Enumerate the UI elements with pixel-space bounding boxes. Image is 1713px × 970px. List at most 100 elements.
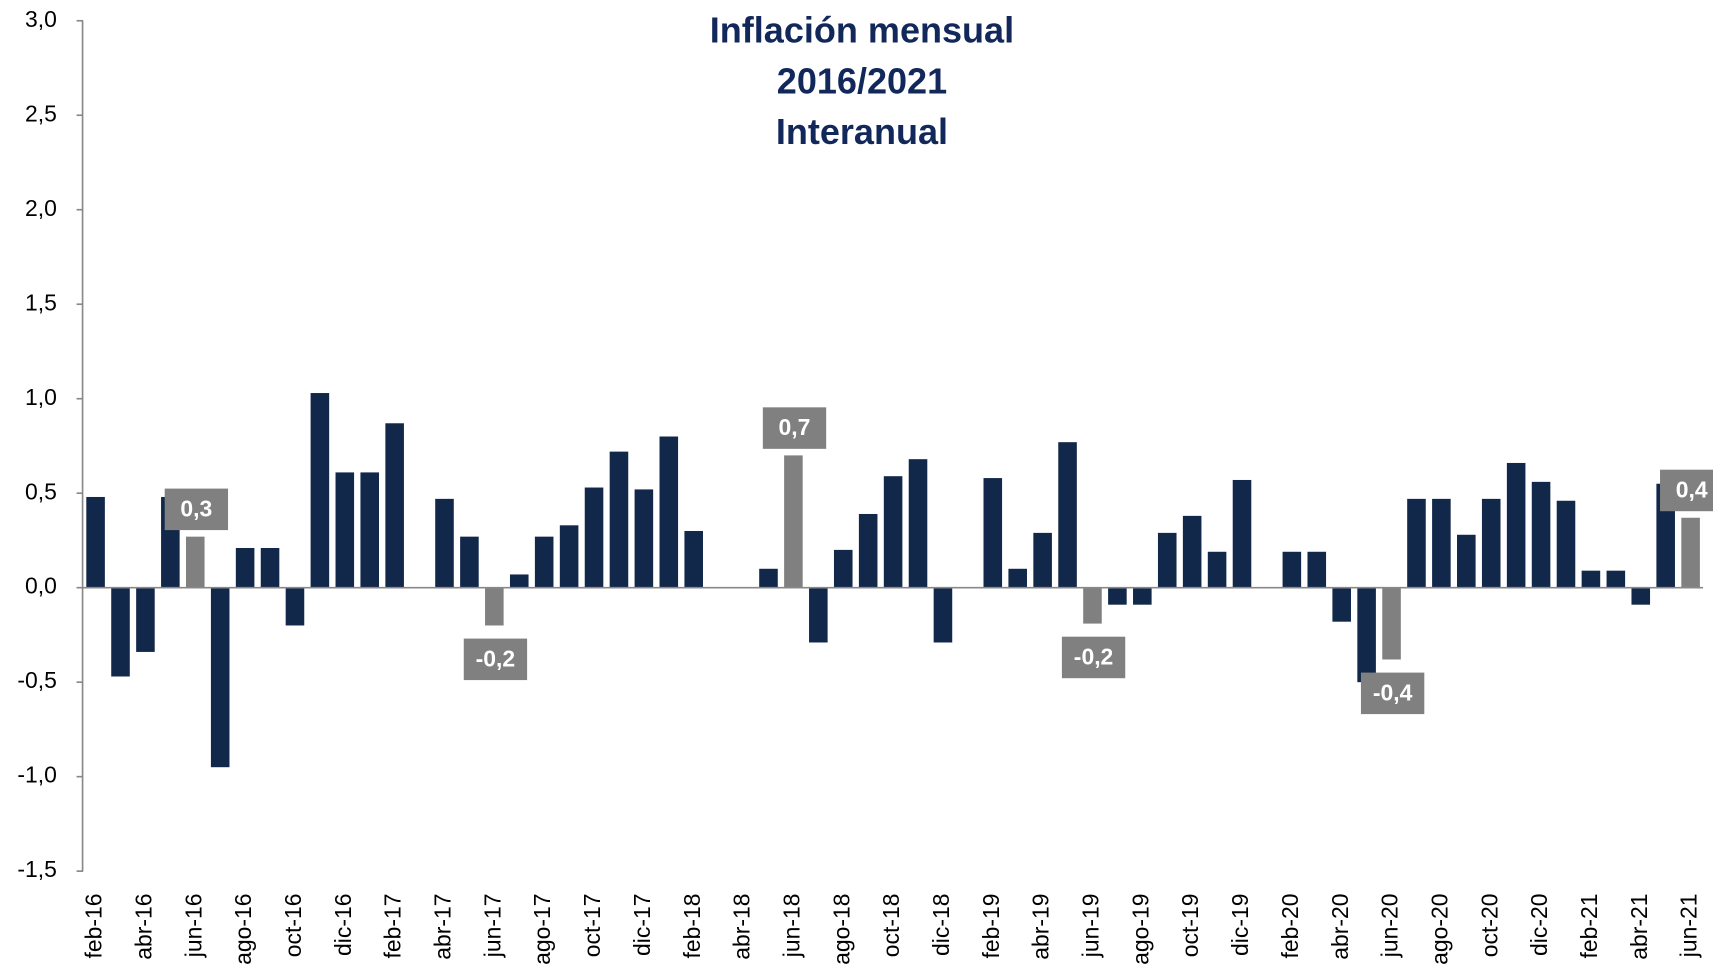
value-label: -0,2 <box>476 645 516 671</box>
bar <box>235 547 255 588</box>
value-label-box <box>463 638 528 681</box>
y-tick-label: 1,0 <box>25 384 57 410</box>
bar <box>1382 587 1401 660</box>
chart-title: Interanual <box>776 111 948 152</box>
bar <box>1282 551 1302 588</box>
bar <box>809 587 828 643</box>
x-tick-label: feb-19 <box>978 894 1004 959</box>
x-tick-label: ago-18 <box>828 894 854 965</box>
bar <box>784 455 803 588</box>
x-tick-label: oct-20 <box>1476 894 1502 958</box>
bar <box>285 587 305 626</box>
x-tick-label: feb-16 <box>81 894 107 959</box>
bar <box>933 587 953 643</box>
bar <box>1506 462 1526 588</box>
chart-title: 2016/2021 <box>777 61 947 102</box>
bar <box>1033 532 1052 588</box>
bar <box>1556 500 1576 588</box>
bar <box>1581 570 1601 588</box>
bar <box>759 568 778 588</box>
y-tick-label: 2,0 <box>25 195 57 221</box>
bar <box>111 587 130 677</box>
x-tick-label: jun-18 <box>778 894 804 959</box>
bar <box>210 587 230 768</box>
x-tick-label: jun-20 <box>1377 894 1403 959</box>
x-tick-label: dic-19 <box>1227 894 1253 956</box>
y-tick-label: -1,0 <box>17 762 57 788</box>
x-tick-label: jun-16 <box>180 894 206 959</box>
value-label-box <box>164 488 229 531</box>
y-tick-label: 3,0 <box>25 6 57 32</box>
value-label-box <box>1061 636 1126 679</box>
bar <box>1606 570 1626 588</box>
bar <box>534 536 554 588</box>
bar <box>509 574 529 588</box>
bar <box>559 525 579 588</box>
x-tick-label: dic-20 <box>1526 894 1552 956</box>
bar <box>260 547 280 588</box>
x-tick-label: oct-18 <box>878 894 904 958</box>
bar <box>1157 532 1177 588</box>
bar <box>1307 551 1327 588</box>
x-tick-label: ago-17 <box>529 894 555 965</box>
x-tick-label: feb-17 <box>380 894 406 959</box>
x-tick-label: feb-21 <box>1576 894 1602 959</box>
bar <box>385 423 404 588</box>
bar <box>883 476 903 588</box>
bar <box>1058 442 1077 588</box>
value-label-box <box>1660 469 1713 512</box>
y-tick-label: 0,0 <box>25 573 57 599</box>
y-tick-label: 1,5 <box>25 289 57 315</box>
x-tick-label: abr-19 <box>1028 894 1054 960</box>
bar <box>584 487 604 588</box>
x-tick-label: dic-18 <box>928 894 954 956</box>
bar <box>136 587 155 652</box>
x-tick-label: ago-19 <box>1127 894 1153 965</box>
bar <box>310 393 330 588</box>
x-tick-label: abr-18 <box>729 894 755 960</box>
x-tick-label: abr-17 <box>430 894 456 960</box>
value-label: 0,7 <box>779 414 811 440</box>
bar <box>1332 587 1351 622</box>
value-label: -0,2 <box>1074 644 1114 670</box>
bar <box>485 587 504 626</box>
bar <box>634 489 654 588</box>
bar <box>1457 534 1476 588</box>
value-label-box <box>762 407 827 449</box>
bar <box>908 459 928 588</box>
x-tick-label: jun-21 <box>1676 894 1702 959</box>
x-tick-label: ago-16 <box>230 894 256 965</box>
x-tick-label: abr-16 <box>130 894 156 960</box>
bar <box>1481 498 1501 588</box>
x-tick-label: ago-20 <box>1426 894 1452 965</box>
bar <box>659 436 679 588</box>
bar <box>460 536 479 588</box>
value-label: 0,4 <box>1676 477 1708 503</box>
x-tick-label: abr-20 <box>1327 894 1353 960</box>
y-tick-label: 2,5 <box>25 100 57 126</box>
y-tick-label: 0,5 <box>25 478 57 504</box>
bar <box>833 549 853 588</box>
bar <box>1531 481 1551 588</box>
x-tick-label: dic-17 <box>629 894 655 956</box>
value-label-box <box>1360 672 1425 715</box>
x-tick-label: feb-18 <box>679 894 705 959</box>
bar <box>1631 587 1651 605</box>
bar <box>435 498 454 588</box>
bar <box>360 472 380 588</box>
bar <box>1681 517 1700 588</box>
bar <box>983 478 1003 588</box>
bar <box>1108 587 1127 605</box>
bar <box>1083 587 1102 624</box>
x-tick-label: oct-19 <box>1177 894 1203 958</box>
bar <box>1133 587 1152 605</box>
bar <box>684 530 704 588</box>
chart-title: Inflación mensual <box>710 9 1014 50</box>
x-tick-label: dic-16 <box>330 894 356 956</box>
value-label: -0,4 <box>1373 680 1413 706</box>
y-tick-label: -1,5 <box>17 856 57 882</box>
bar <box>1008 568 1027 588</box>
bar <box>1432 498 1451 588</box>
bar <box>335 472 355 588</box>
